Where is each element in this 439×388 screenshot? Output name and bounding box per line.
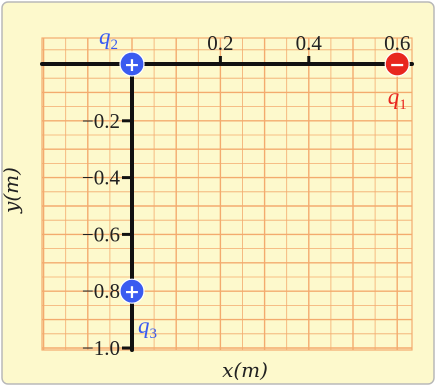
x-tick-label: 0.6 <box>384 31 410 55</box>
y-ticks: −0.2 −0.4 −0.6 −0.8 −1.0 <box>82 109 132 360</box>
y-tick-label: −0.6 <box>82 222 120 246</box>
charges: − q1 + q2 + q3 <box>99 24 410 342</box>
diagram-background <box>1 1 435 385</box>
x-tick-label: 0.2 <box>207 31 233 55</box>
y-tick-label: −0.2 <box>82 109 120 133</box>
x-tick-label: 0.4 <box>296 31 323 55</box>
charge-q2: + q2 <box>99 24 145 77</box>
y-axis-title: y(m) <box>0 167 23 214</box>
charge-q2-sign: + <box>124 54 140 76</box>
y-tick-label: −0.8 <box>82 279 120 303</box>
charge-q1-label: q1 <box>388 84 407 113</box>
charge-q2-label: q2 <box>99 24 118 53</box>
y-tick-label: −0.4 <box>82 166 121 190</box>
charge-q3-label: q3 <box>138 313 157 342</box>
charge-q1-sign: − <box>389 54 405 76</box>
charge-q2-marker <box>119 51 145 77</box>
charge-q3-sign: + <box>124 281 140 303</box>
charge-q3-marker <box>119 278 145 304</box>
y-tick-label: −1.0 <box>82 336 120 360</box>
charge-q1-marker <box>384 51 410 77</box>
charge-q1: − q1 <box>384 51 410 113</box>
charge-q3: + q3 <box>119 278 157 342</box>
x-axis-title: x(m) <box>222 358 268 382</box>
grid-border <box>41 37 413 351</box>
